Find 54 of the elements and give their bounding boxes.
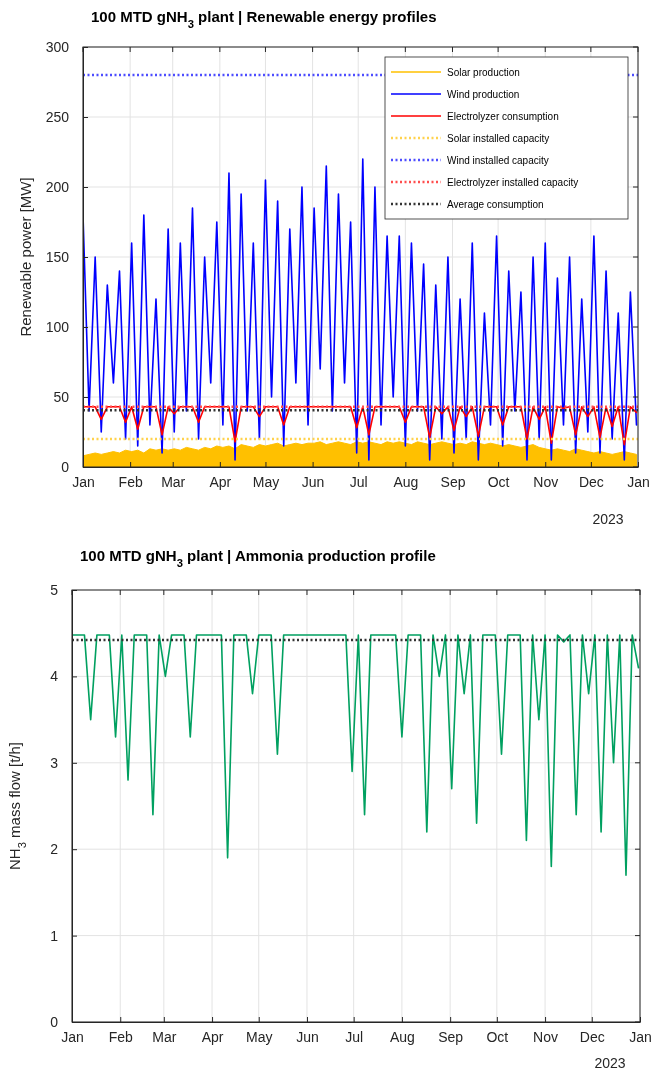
x-tick-label: Sep	[438, 1028, 464, 1045]
legend-label: Solar production	[447, 66, 520, 78]
y-tick-label: 50	[53, 388, 70, 405]
y-tick-label: 4	[50, 668, 59, 685]
chart-title: 100 MTD gNH$_{3}$ plant | Renewable energy profiles	[91, 8, 437, 30]
y-tick-label: 5	[50, 581, 59, 598]
x-tick-label: Aug	[393, 473, 419, 490]
x-tick-label: May	[246, 1028, 273, 1045]
x-tick-label: Mar	[161, 473, 186, 490]
y-tick-label: 200	[45, 178, 70, 195]
y-tick-label: 100	[45, 318, 70, 335]
y-tick-label: 1	[50, 927, 59, 944]
x-tick-label: Feb	[108, 1028, 134, 1045]
x-tick-label: Jun	[301, 473, 325, 490]
chart-title: 100 MTD gNH$_{3}$ plant | Ammonia production profile	[80, 547, 436, 569]
x-tick-label: Jan	[72, 473, 95, 490]
x-tick-label: Dec	[579, 1028, 605, 1045]
x-tick-label: Mar	[152, 1028, 177, 1045]
x-tick-label: Jan	[629, 1028, 652, 1045]
line-series	[83, 406, 638, 446]
line-series	[83, 158, 638, 461]
x-tick-label: Jun	[296, 1028, 319, 1045]
y-tick-label: 0	[50, 1013, 59, 1030]
legend-label: Electrolyzer consumption	[447, 110, 559, 122]
x-tick-label: Jul	[349, 473, 368, 490]
x-tick-label: Sep	[440, 473, 466, 490]
x-tick-label: Jan	[61, 1028, 84, 1045]
legend-label: Solar installed capacity	[447, 132, 550, 144]
legend-label: Average consumption	[447, 198, 544, 210]
x-tick-label: May	[252, 473, 280, 490]
text: 2023	[592, 511, 624, 527]
x-tick-label: Nov	[533, 473, 559, 490]
legend-label: Wind installed capacity	[447, 154, 549, 166]
x-tick-label: Oct	[487, 473, 510, 490]
x-tick-label: Apr	[201, 1028, 224, 1045]
y-tick-label: 0	[61, 458, 70, 475]
line-series	[72, 634, 640, 876]
x-tick-label: Feb	[118, 473, 143, 490]
text: 2023	[594, 1055, 626, 1071]
legend-label: Wind production	[447, 88, 520, 100]
y-axis-title: Renewable power [MW]	[17, 177, 34, 337]
x-tick-label: Aug	[389, 1028, 415, 1045]
x-tick-label: Apr	[209, 473, 232, 490]
x-tick-label: Nov	[533, 1028, 559, 1045]
x-tick-label: Dec	[578, 473, 604, 490]
y-tick-label: 3	[50, 754, 59, 771]
y-tick-label: 2	[50, 841, 59, 858]
x-tick-label: Jul	[345, 1028, 364, 1045]
x-tick-label: Oct	[486, 1028, 509, 1045]
x-tick-label: Jan	[627, 473, 650, 490]
y-tick-label: 250	[45, 108, 70, 125]
y-tick-label: 300	[45, 38, 70, 55]
legend-label: Electrolyzer installed capacity	[447, 176, 579, 188]
y-tick-label: 150	[45, 248, 70, 265]
